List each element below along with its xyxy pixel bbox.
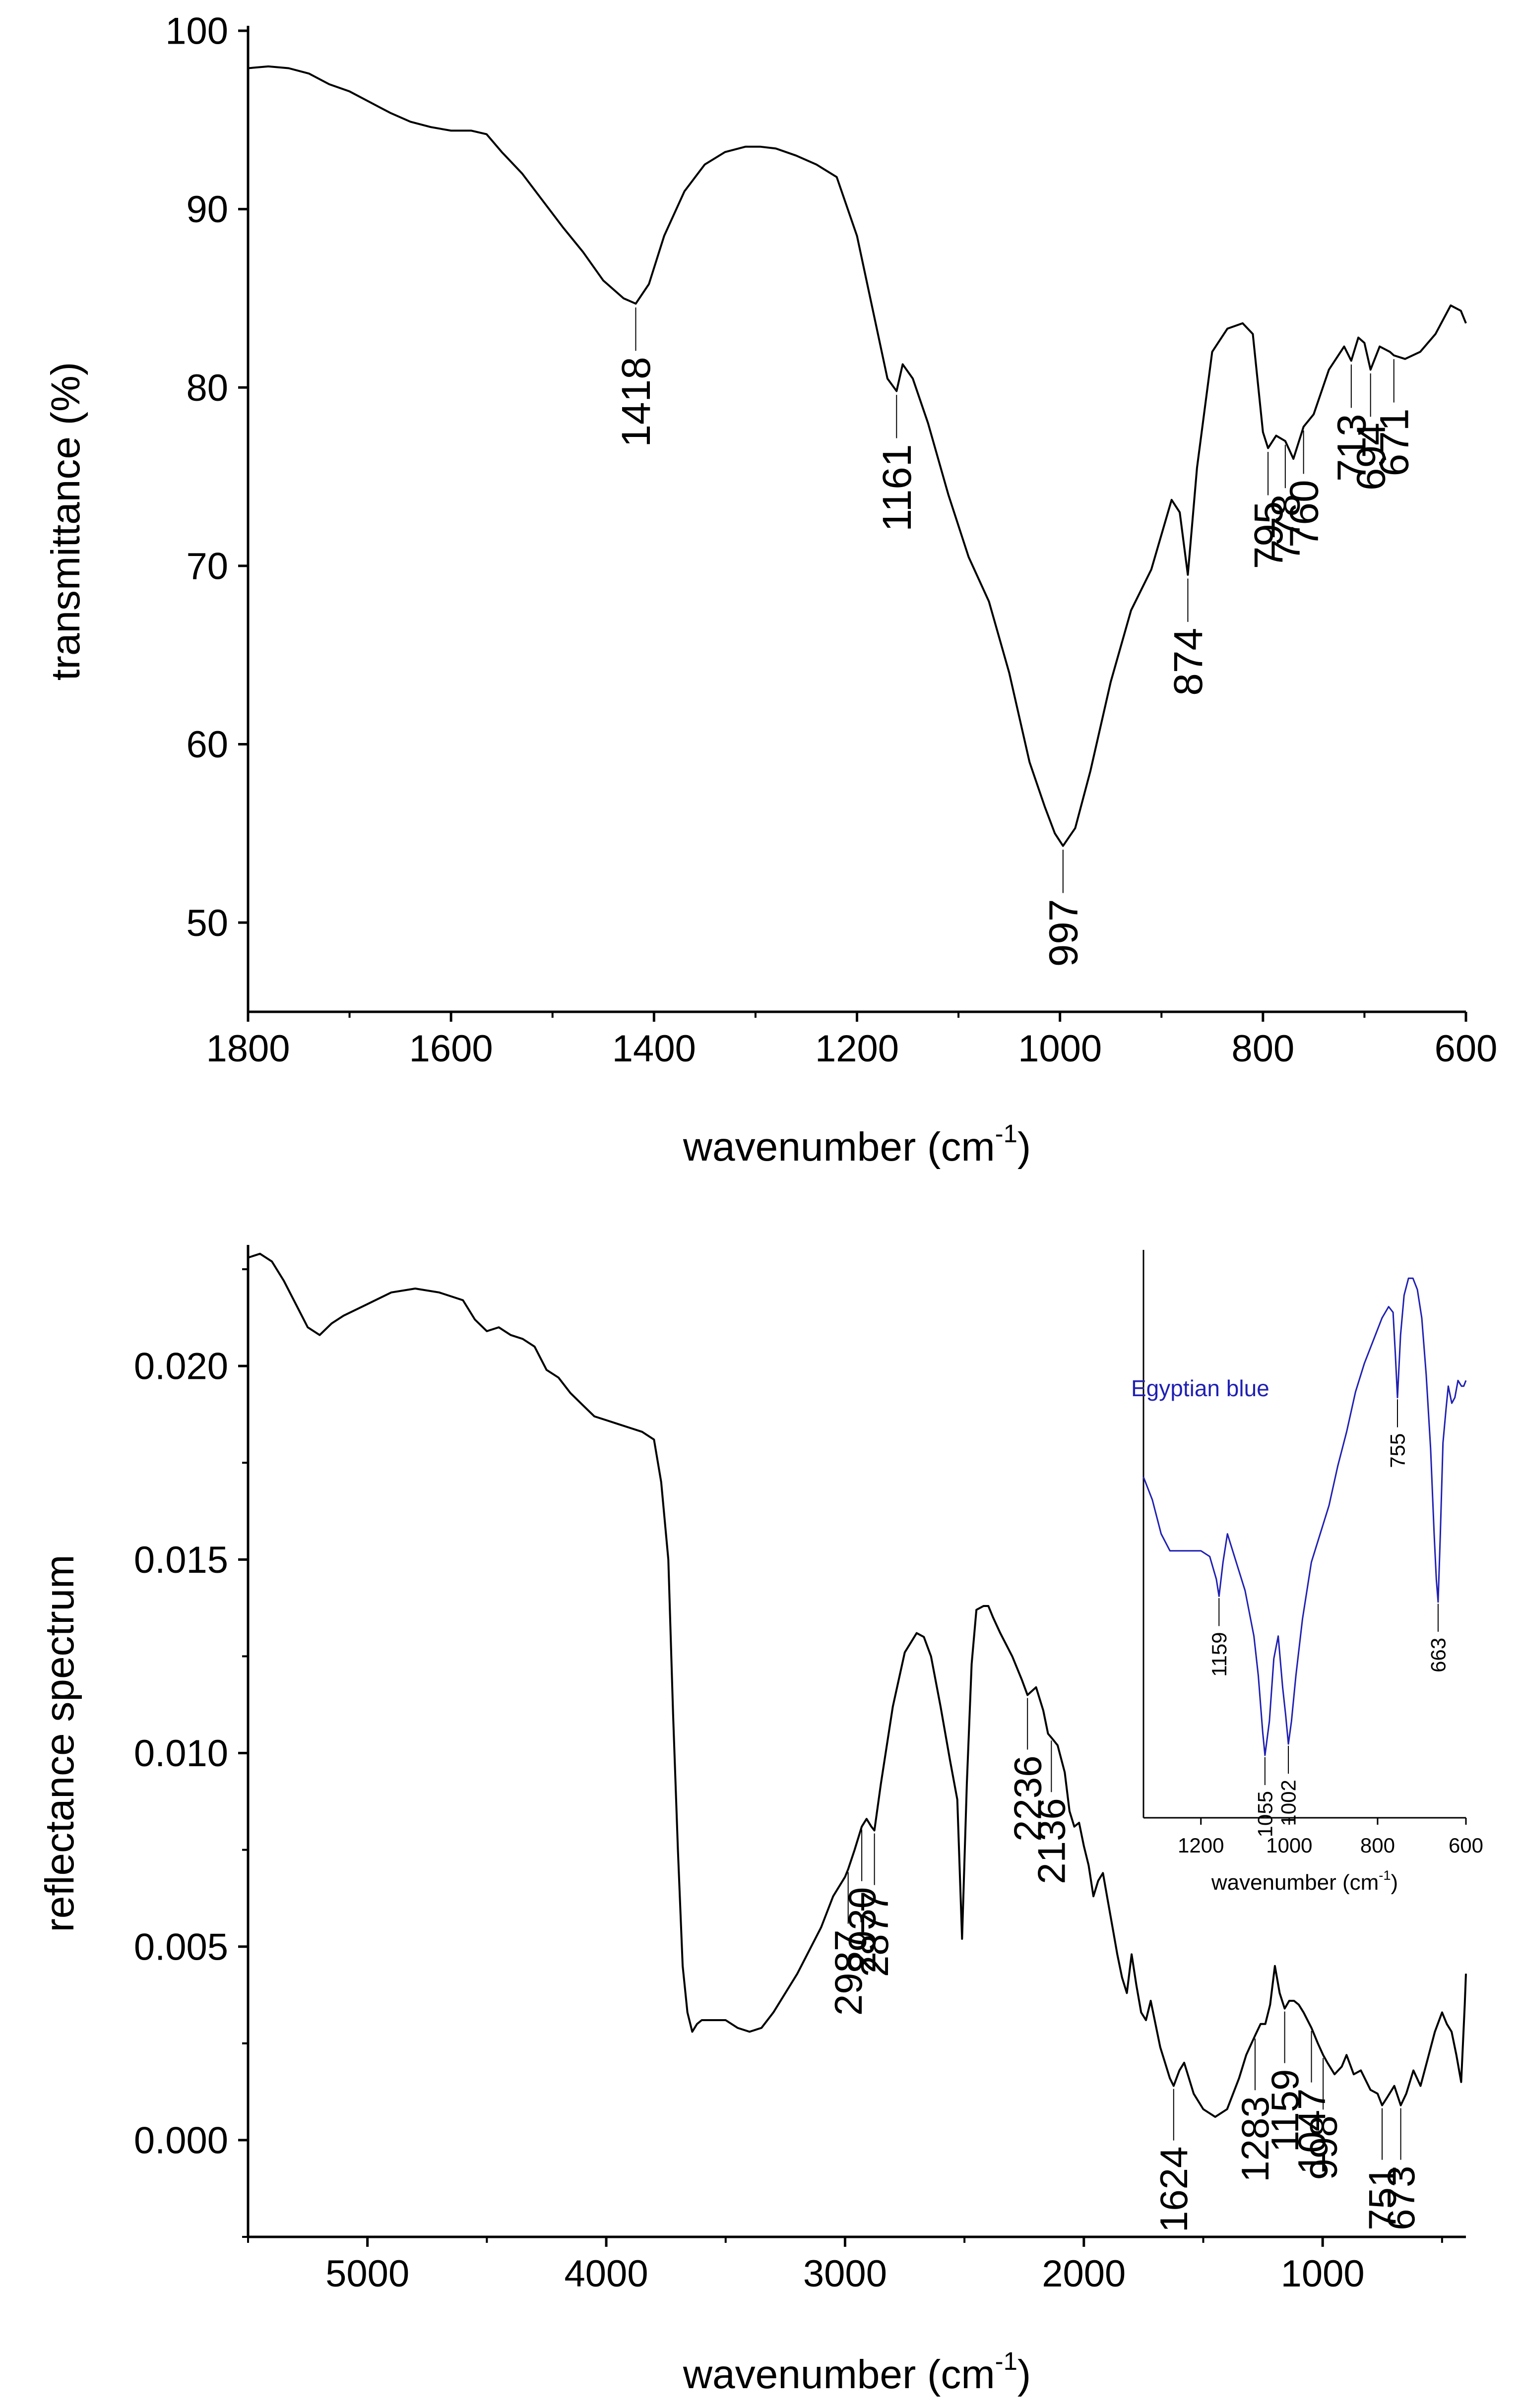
x-tick-label: 1600 bbox=[409, 1028, 493, 1070]
annotation-label: 2930 bbox=[840, 1887, 884, 1974]
x-axis-label: wavenumber (cm-1) bbox=[683, 2347, 1031, 2397]
x-axis-label-text: wavenumber (cm bbox=[1211, 1870, 1379, 1895]
x-axis-label: wavenumber (cm-1) bbox=[683, 1119, 1031, 1170]
x-axis-label-text: wavenumber (cm bbox=[683, 1124, 995, 1170]
annotation-label: 663 bbox=[1427, 1638, 1450, 1672]
x-tick-label: 1000 bbox=[1266, 1834, 1312, 1857]
annotation-label: 778 bbox=[1264, 494, 1309, 562]
annotation-label: 673 bbox=[1379, 2166, 1423, 2230]
chart-inset: 1200 1000 800 600 wavenumber (cm-1) Egyptian … bbox=[1131, 1250, 1483, 1895]
x-axis-label-sup: -1 bbox=[995, 2347, 1017, 2375]
annotation-label: 2136 bbox=[1030, 1798, 1074, 1884]
annotation-label: 1055 bbox=[1254, 1791, 1277, 1837]
annotation-label: 1002 bbox=[1277, 1780, 1300, 1826]
chart-top: 1800 1600 1400 1200 1000 800 600 50 60 70 80 90 100 w… bbox=[43, 10, 1497, 1170]
annotation-label: 1159 bbox=[1207, 1632, 1231, 1676]
annotation-label: 1159 bbox=[1263, 2069, 1307, 2153]
annotation-label: 1624 bbox=[1152, 2147, 1196, 2233]
x-tick-label: 1200 bbox=[815, 1028, 899, 1070]
annotation-label: 1418 bbox=[614, 357, 659, 447]
annotation-label: 760 bbox=[1281, 480, 1327, 548]
annotation-label: 713 bbox=[1330, 414, 1375, 482]
x-axis-label-end: ) bbox=[1017, 2352, 1031, 2397]
x-tick-label: 800 bbox=[1231, 1028, 1294, 1070]
x-tick-label: 1400 bbox=[612, 1028, 696, 1070]
x-tick-label: 600 bbox=[1449, 1834, 1483, 1857]
x-tick-label: 5000 bbox=[325, 2253, 409, 2295]
series-line-top bbox=[248, 65, 1467, 847]
annotation-label: 755 bbox=[1386, 1433, 1409, 1468]
y-tick-label: 0.000 bbox=[134, 2120, 228, 2162]
series-line-bottom bbox=[248, 1252, 1467, 2118]
annotation-label: 751 bbox=[1360, 2166, 1404, 2230]
annotation-label: 998 bbox=[1301, 2115, 1345, 2180]
y-tick-label: 0.010 bbox=[134, 1732, 228, 1775]
y-tick-label: 90 bbox=[186, 188, 228, 231]
x-tick-label: 800 bbox=[1360, 1834, 1395, 1857]
x-tick-label: 1800 bbox=[206, 1028, 290, 1070]
y-tick-label: 0.015 bbox=[134, 1539, 228, 1581]
x-axis-label-sup: -1 bbox=[1379, 1867, 1391, 1883]
x-axis-label-text: wavenumber (cm bbox=[683, 2352, 995, 2397]
x-tick-label: 1200 bbox=[1178, 1834, 1224, 1857]
x-axis-label-sup: -1 bbox=[995, 1119, 1017, 1148]
annotation-label: 1047 bbox=[1290, 2089, 1333, 2175]
x-tick-label: 1000 bbox=[1018, 1028, 1102, 1070]
y-tick-label: 0.005 bbox=[134, 1926, 228, 1968]
inset-title: Egyptian blue bbox=[1131, 1375, 1269, 1401]
x-axis-label: wavenumber (cm-1) bbox=[1211, 1867, 1398, 1895]
x-tick-label: 600 bbox=[1435, 1028, 1498, 1070]
y-tick-label: 80 bbox=[186, 367, 228, 409]
x-axis-label-end: ) bbox=[1017, 1124, 1031, 1170]
x-axis-label-end: ) bbox=[1391, 1870, 1398, 1895]
x-tick-label: 2000 bbox=[1042, 2253, 1126, 2295]
x-tick-label: 4000 bbox=[565, 2253, 648, 2295]
y-tick-label: 70 bbox=[186, 546, 228, 588]
y-axis-label: reflectance spectrum bbox=[37, 1554, 82, 1932]
series-line-inset bbox=[1142, 1277, 1467, 1756]
annotation-label: 1161 bbox=[875, 444, 920, 531]
y-tick-label: 0.020 bbox=[134, 1346, 228, 1388]
y-tick-label: 100 bbox=[165, 10, 228, 53]
annotation-label: 874 bbox=[1166, 628, 1211, 696]
y-axis-label: transmittance (%) bbox=[43, 362, 88, 681]
y-tick-label: 50 bbox=[186, 902, 228, 944]
chart-bottom: 5000 4000 3000 2000 1000 0.000 0.005 0.010 0.015… bbox=[37, 1245, 1467, 2397]
annotation-label: 671 bbox=[1372, 409, 1417, 477]
x-tick-label: 3000 bbox=[803, 2253, 887, 2295]
annotation-label: 694 bbox=[1348, 423, 1394, 491]
y-tick-label: 60 bbox=[186, 724, 228, 766]
annotation-label: 2877 bbox=[853, 1891, 896, 1977]
annotation-label: 997 bbox=[1041, 899, 1086, 967]
annotation-label: 795 bbox=[1246, 501, 1291, 569]
annotation-label: 2236 bbox=[1006, 1755, 1050, 1842]
annotation-label: 2987 bbox=[826, 1930, 870, 2016]
x-tick-label: 1000 bbox=[1281, 2253, 1365, 2295]
annotation-label: 1283 bbox=[1233, 2096, 1277, 2182]
